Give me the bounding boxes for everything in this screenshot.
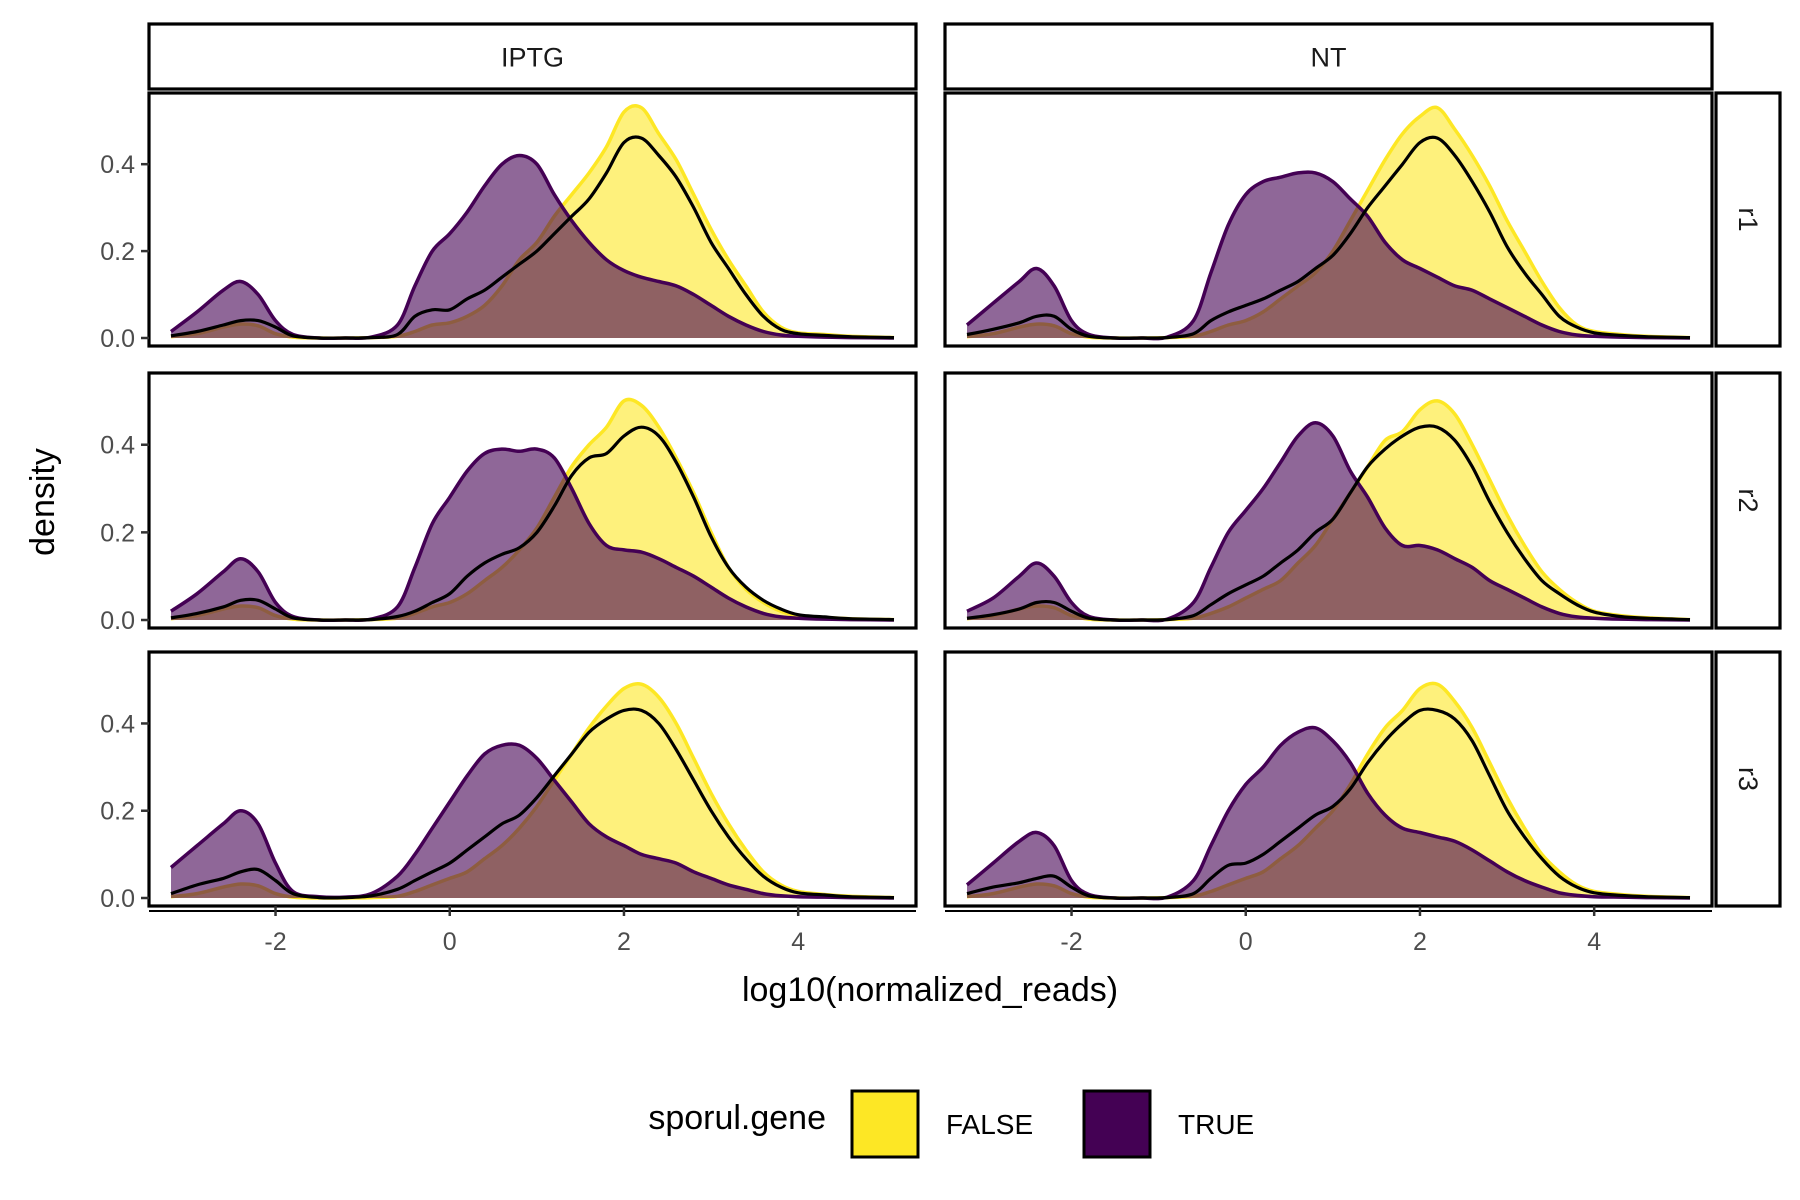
axes-layer: 0.0 0.2 0.4 0.0 0.2 0.4 0.0 0.2 0.4 -2 0 2 4 -2 0 2 4 bbox=[100, 151, 1712, 956]
panel-border bbox=[943, 91, 1714, 348]
panel-border bbox=[147, 91, 918, 348]
x-axis-title: log10(normalized_reads) bbox=[742, 971, 1118, 1009]
panel-border bbox=[943, 371, 1714, 630]
legend-label-true: TRUE bbox=[1178, 1109, 1254, 1140]
strip-r3 bbox=[1714, 650, 1782, 908]
y-tick-label: 0.2 bbox=[100, 519, 135, 547]
legend-swatch-false bbox=[850, 1089, 920, 1159]
y-tick-label: 0.2 bbox=[100, 798, 135, 826]
y-tick-label: 0.4 bbox=[100, 151, 135, 179]
density-line-overall bbox=[966, 135, 1691, 340]
panels-layer bbox=[147, 91, 1714, 908]
row-strip-label: r3 bbox=[1733, 767, 1763, 791]
legend-label-false: FALSE bbox=[946, 1109, 1033, 1140]
column-strip-label: IPTG bbox=[501, 43, 564, 73]
column-strip-label: NT bbox=[1311, 43, 1347, 73]
y-tick-label: 0.4 bbox=[100, 432, 135, 460]
legend: sporul.gene FALSE TRUE bbox=[648, 1089, 1254, 1159]
y-tick-label: 0.0 bbox=[100, 885, 135, 913]
y-tick-label: 0.2 bbox=[100, 238, 135, 266]
legend-title: sporul.gene bbox=[648, 1099, 826, 1137]
density-area-true bbox=[171, 448, 894, 621]
density-area-false bbox=[171, 399, 894, 621]
density-area-false bbox=[967, 400, 1690, 621]
strip-r1 bbox=[1714, 91, 1782, 348]
density-area-false bbox=[967, 683, 1690, 899]
density-outline-true bbox=[966, 421, 1691, 623]
row-strip-label: r1 bbox=[1733, 207, 1763, 231]
density-outline-true bbox=[965, 170, 1691, 341]
panel-border bbox=[943, 650, 1714, 908]
x-tick-label: 4 bbox=[791, 928, 805, 956]
x-tick-label: -2 bbox=[264, 928, 286, 956]
density-area-false bbox=[967, 107, 1690, 339]
density-line-overall bbox=[966, 707, 1691, 900]
y-tick-label: 0.4 bbox=[100, 710, 135, 738]
panel-nt-r2 bbox=[943, 371, 1714, 630]
panel-border bbox=[147, 371, 918, 630]
panel-nt-r1 bbox=[943, 91, 1714, 348]
x-tick-label: 0 bbox=[1239, 928, 1253, 956]
density-line-overall bbox=[170, 135, 895, 340]
panel-iptg-r2 bbox=[147, 371, 918, 630]
y-axis-title: density bbox=[24, 448, 62, 556]
density-line-overall bbox=[170, 707, 895, 900]
y-tick-label: 0.0 bbox=[100, 607, 135, 635]
strip-nt bbox=[943, 22, 1714, 91]
density-area-true bbox=[967, 172, 1690, 339]
strip-r2 bbox=[1714, 371, 1782, 630]
density-line-overall bbox=[966, 424, 1691, 622]
panel-nt-r3 bbox=[943, 650, 1714, 908]
x-tick-label: 2 bbox=[1413, 928, 1427, 956]
panel-iptg-r1 bbox=[147, 91, 918, 348]
panel-border bbox=[147, 650, 918, 908]
density-area-false bbox=[171, 683, 894, 899]
density-area-true bbox=[967, 727, 1690, 899]
panel-iptg-r3 bbox=[147, 650, 918, 908]
x-tick-label: 2 bbox=[617, 928, 631, 956]
density-area-true bbox=[171, 743, 894, 898]
strips-layer: IPTG NT r1 r2 r3 bbox=[147, 22, 1782, 908]
row-strip-label: r2 bbox=[1733, 488, 1763, 512]
density-outline-true bbox=[169, 742, 895, 900]
x-tick-label: 4 bbox=[1587, 928, 1601, 956]
density-line-overall bbox=[170, 425, 895, 622]
density-area-true bbox=[171, 155, 894, 339]
x-tick-label: -2 bbox=[1060, 928, 1082, 956]
x-tick-label: 0 bbox=[443, 928, 457, 956]
strip-iptg bbox=[147, 22, 918, 91]
y-tick-label: 0.0 bbox=[100, 325, 135, 353]
density-area-false bbox=[171, 105, 894, 339]
legend-swatch-true bbox=[1082, 1089, 1152, 1159]
